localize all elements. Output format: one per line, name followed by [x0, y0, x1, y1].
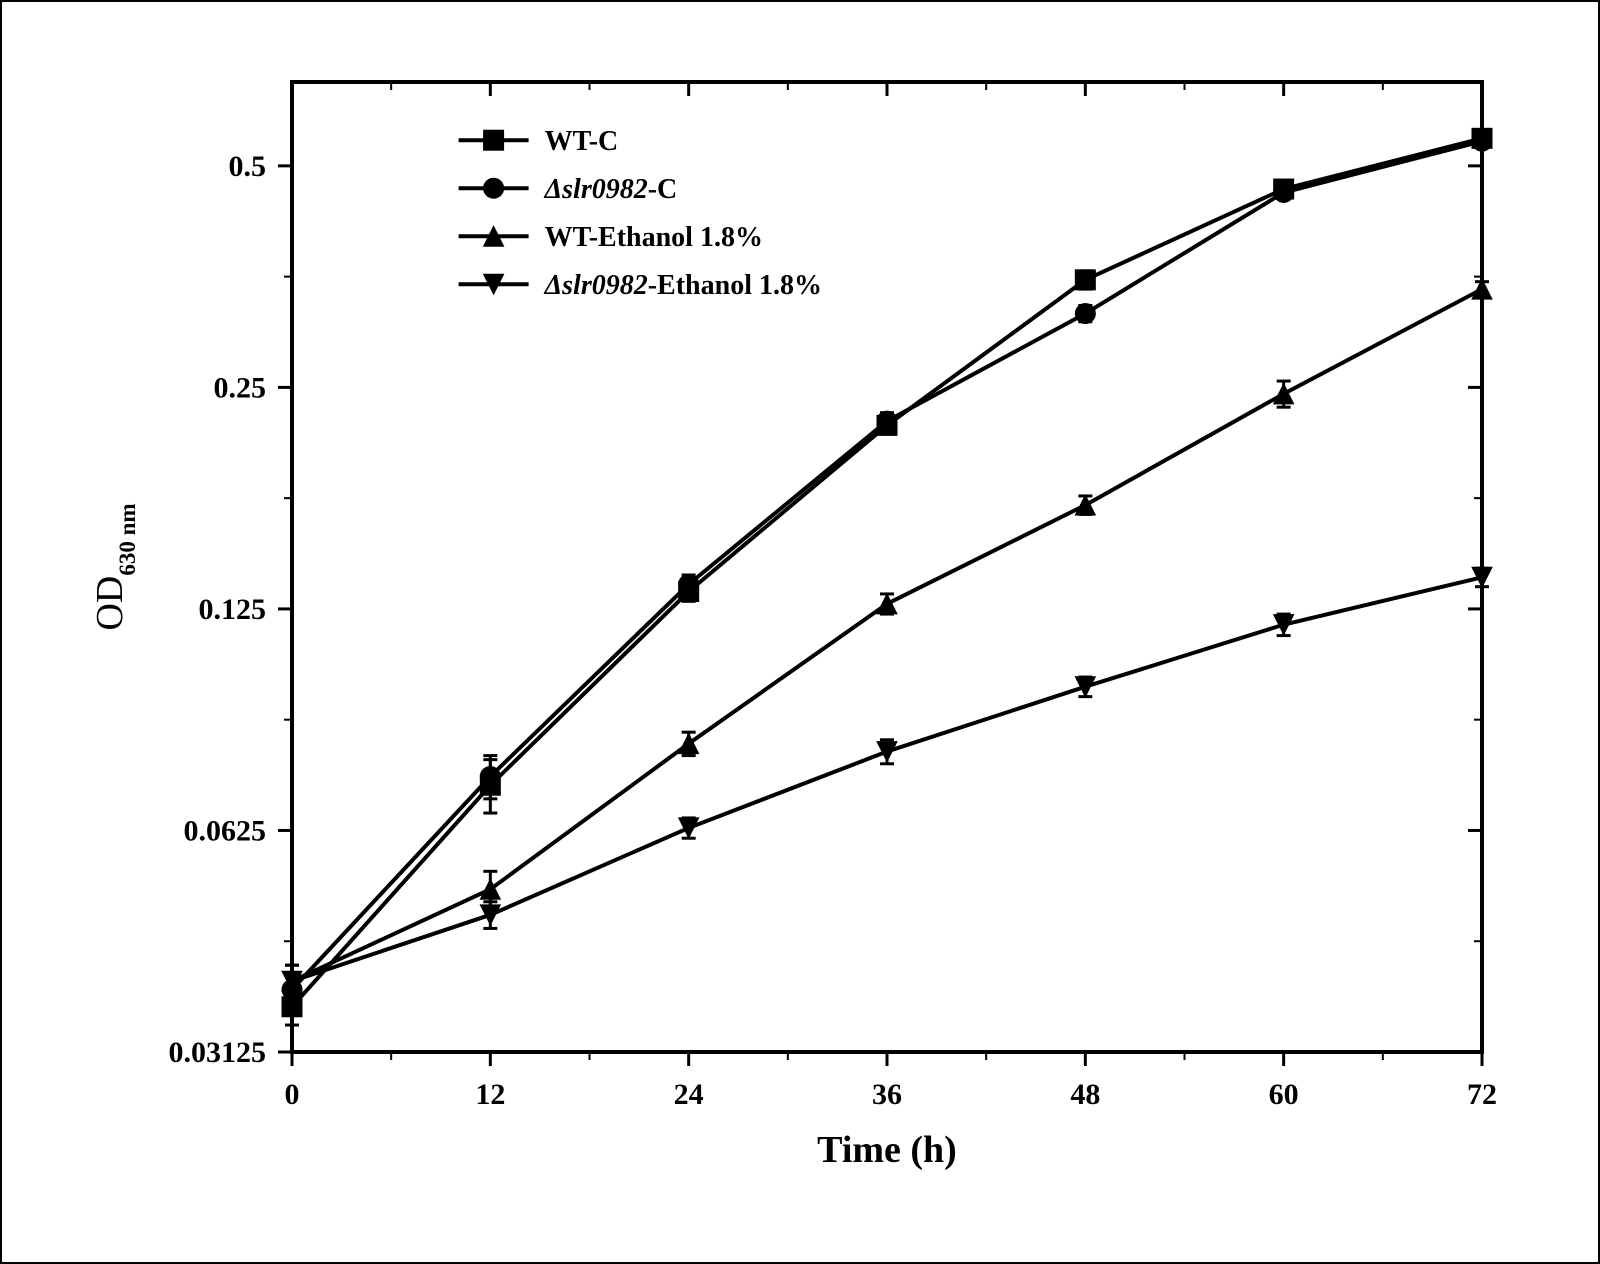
figure-frame: 0 12 24 36 48 60 72 0.03125 0.0625 0.125 0.25 0.5 Ti…	[0, 0, 1600, 1264]
svg-text:0.5: 0.5	[229, 150, 267, 183]
plot-area: 0 12 24 36 48 60 72 0.03125 0.0625 0.125 0.25 0.5 Ti…	[62, 42, 1542, 1222]
svg-text:60: 60	[1269, 1078, 1299, 1111]
svg-text:OD630 nm: OD630 nm	[89, 503, 140, 630]
svg-text:WT-Ethanol 1.8%: WT-Ethanol 1.8%	[545, 222, 763, 253]
svg-text:WT-C: WT-C	[545, 126, 619, 157]
svg-text:Δslr0982-Ethanol 1.8%: Δslr0982-Ethanol 1.8%	[544, 270, 822, 301]
svg-text:0.125: 0.125	[199, 593, 267, 626]
svg-text:24: 24	[674, 1078, 704, 1111]
growth-curve-chart: 0 12 24 36 48 60 72 0.03125 0.0625 0.125 0.25 0.5 Ti…	[62, 42, 1542, 1222]
svg-text:48: 48	[1070, 1078, 1100, 1111]
svg-text:12: 12	[475, 1078, 505, 1111]
svg-text:72: 72	[1467, 1078, 1497, 1111]
svg-text:36: 36	[872, 1078, 902, 1111]
svg-text:0.03125: 0.03125	[169, 1036, 267, 1069]
svg-text:0.0625: 0.0625	[184, 814, 267, 847]
svg-text:Time (h): Time (h)	[817, 1129, 957, 1171]
svg-text:0: 0	[285, 1078, 300, 1111]
svg-text:0.25: 0.25	[214, 371, 267, 404]
svg-text:Δslr0982-C: Δslr0982-C	[544, 174, 678, 205]
